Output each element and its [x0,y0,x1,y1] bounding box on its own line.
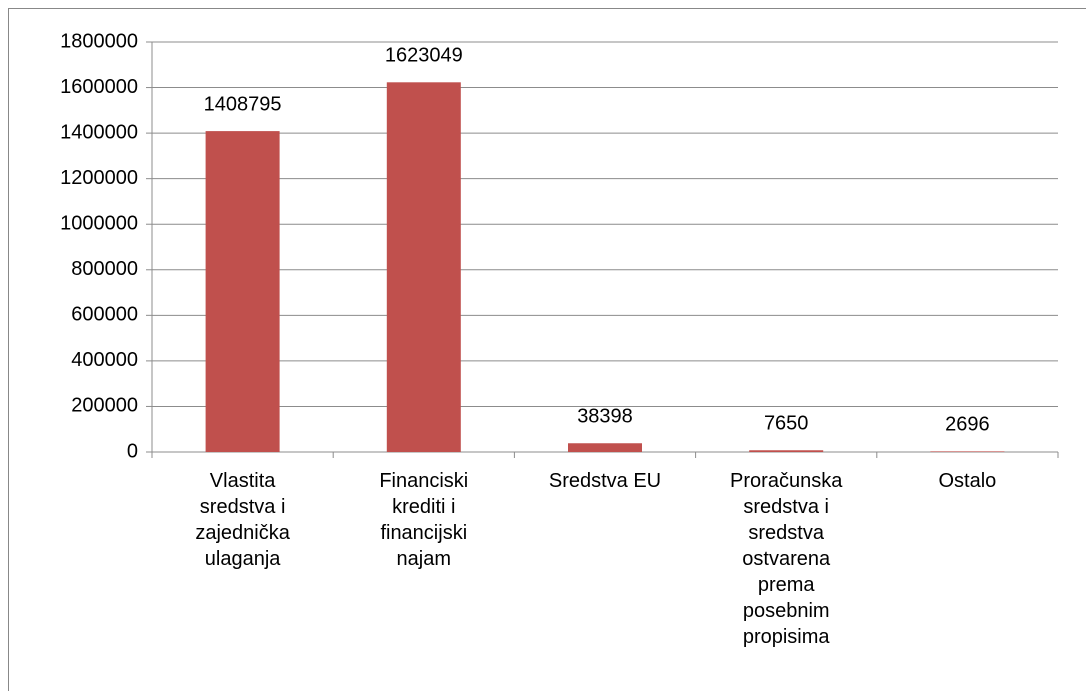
y-tick-label: 0 [127,440,138,462]
y-tick-label: 200000 [71,395,138,417]
chart-border [8,8,1086,691]
x-tick-label: Sredstva EU [548,470,662,492]
y-tick-label: 400000 [71,349,138,371]
y-tick-label: 1600000 [60,76,138,98]
bar [568,443,642,452]
y-tick-label: 1000000 [60,213,138,235]
bar [749,450,824,452]
x-tick-label: Ostalo [938,470,997,492]
y-tick-label: 800000 [71,258,138,280]
y-tick-label: 1200000 [60,167,138,189]
data-label: 1408795 [204,93,282,115]
data-label: 1623049 [385,45,463,67]
bar [386,82,461,452]
data-label: 7650 [764,413,809,435]
data-label: 38398 [577,406,633,428]
x-tick-label: Proračunska sredstva i sredstva ostvaren… [730,470,843,648]
y-tick-label: 600000 [71,304,138,326]
x-tick-label: Vlastita sredstva i zajednička ulaganja [195,470,290,570]
x-tick-label: Financiski krediti i financijski najam [379,470,469,570]
bar [930,451,1005,452]
y-tick-label: 1400000 [60,121,138,143]
bar [205,131,280,453]
data-label: 2696 [945,414,990,436]
y-tick-label: 1800000 [60,30,138,52]
